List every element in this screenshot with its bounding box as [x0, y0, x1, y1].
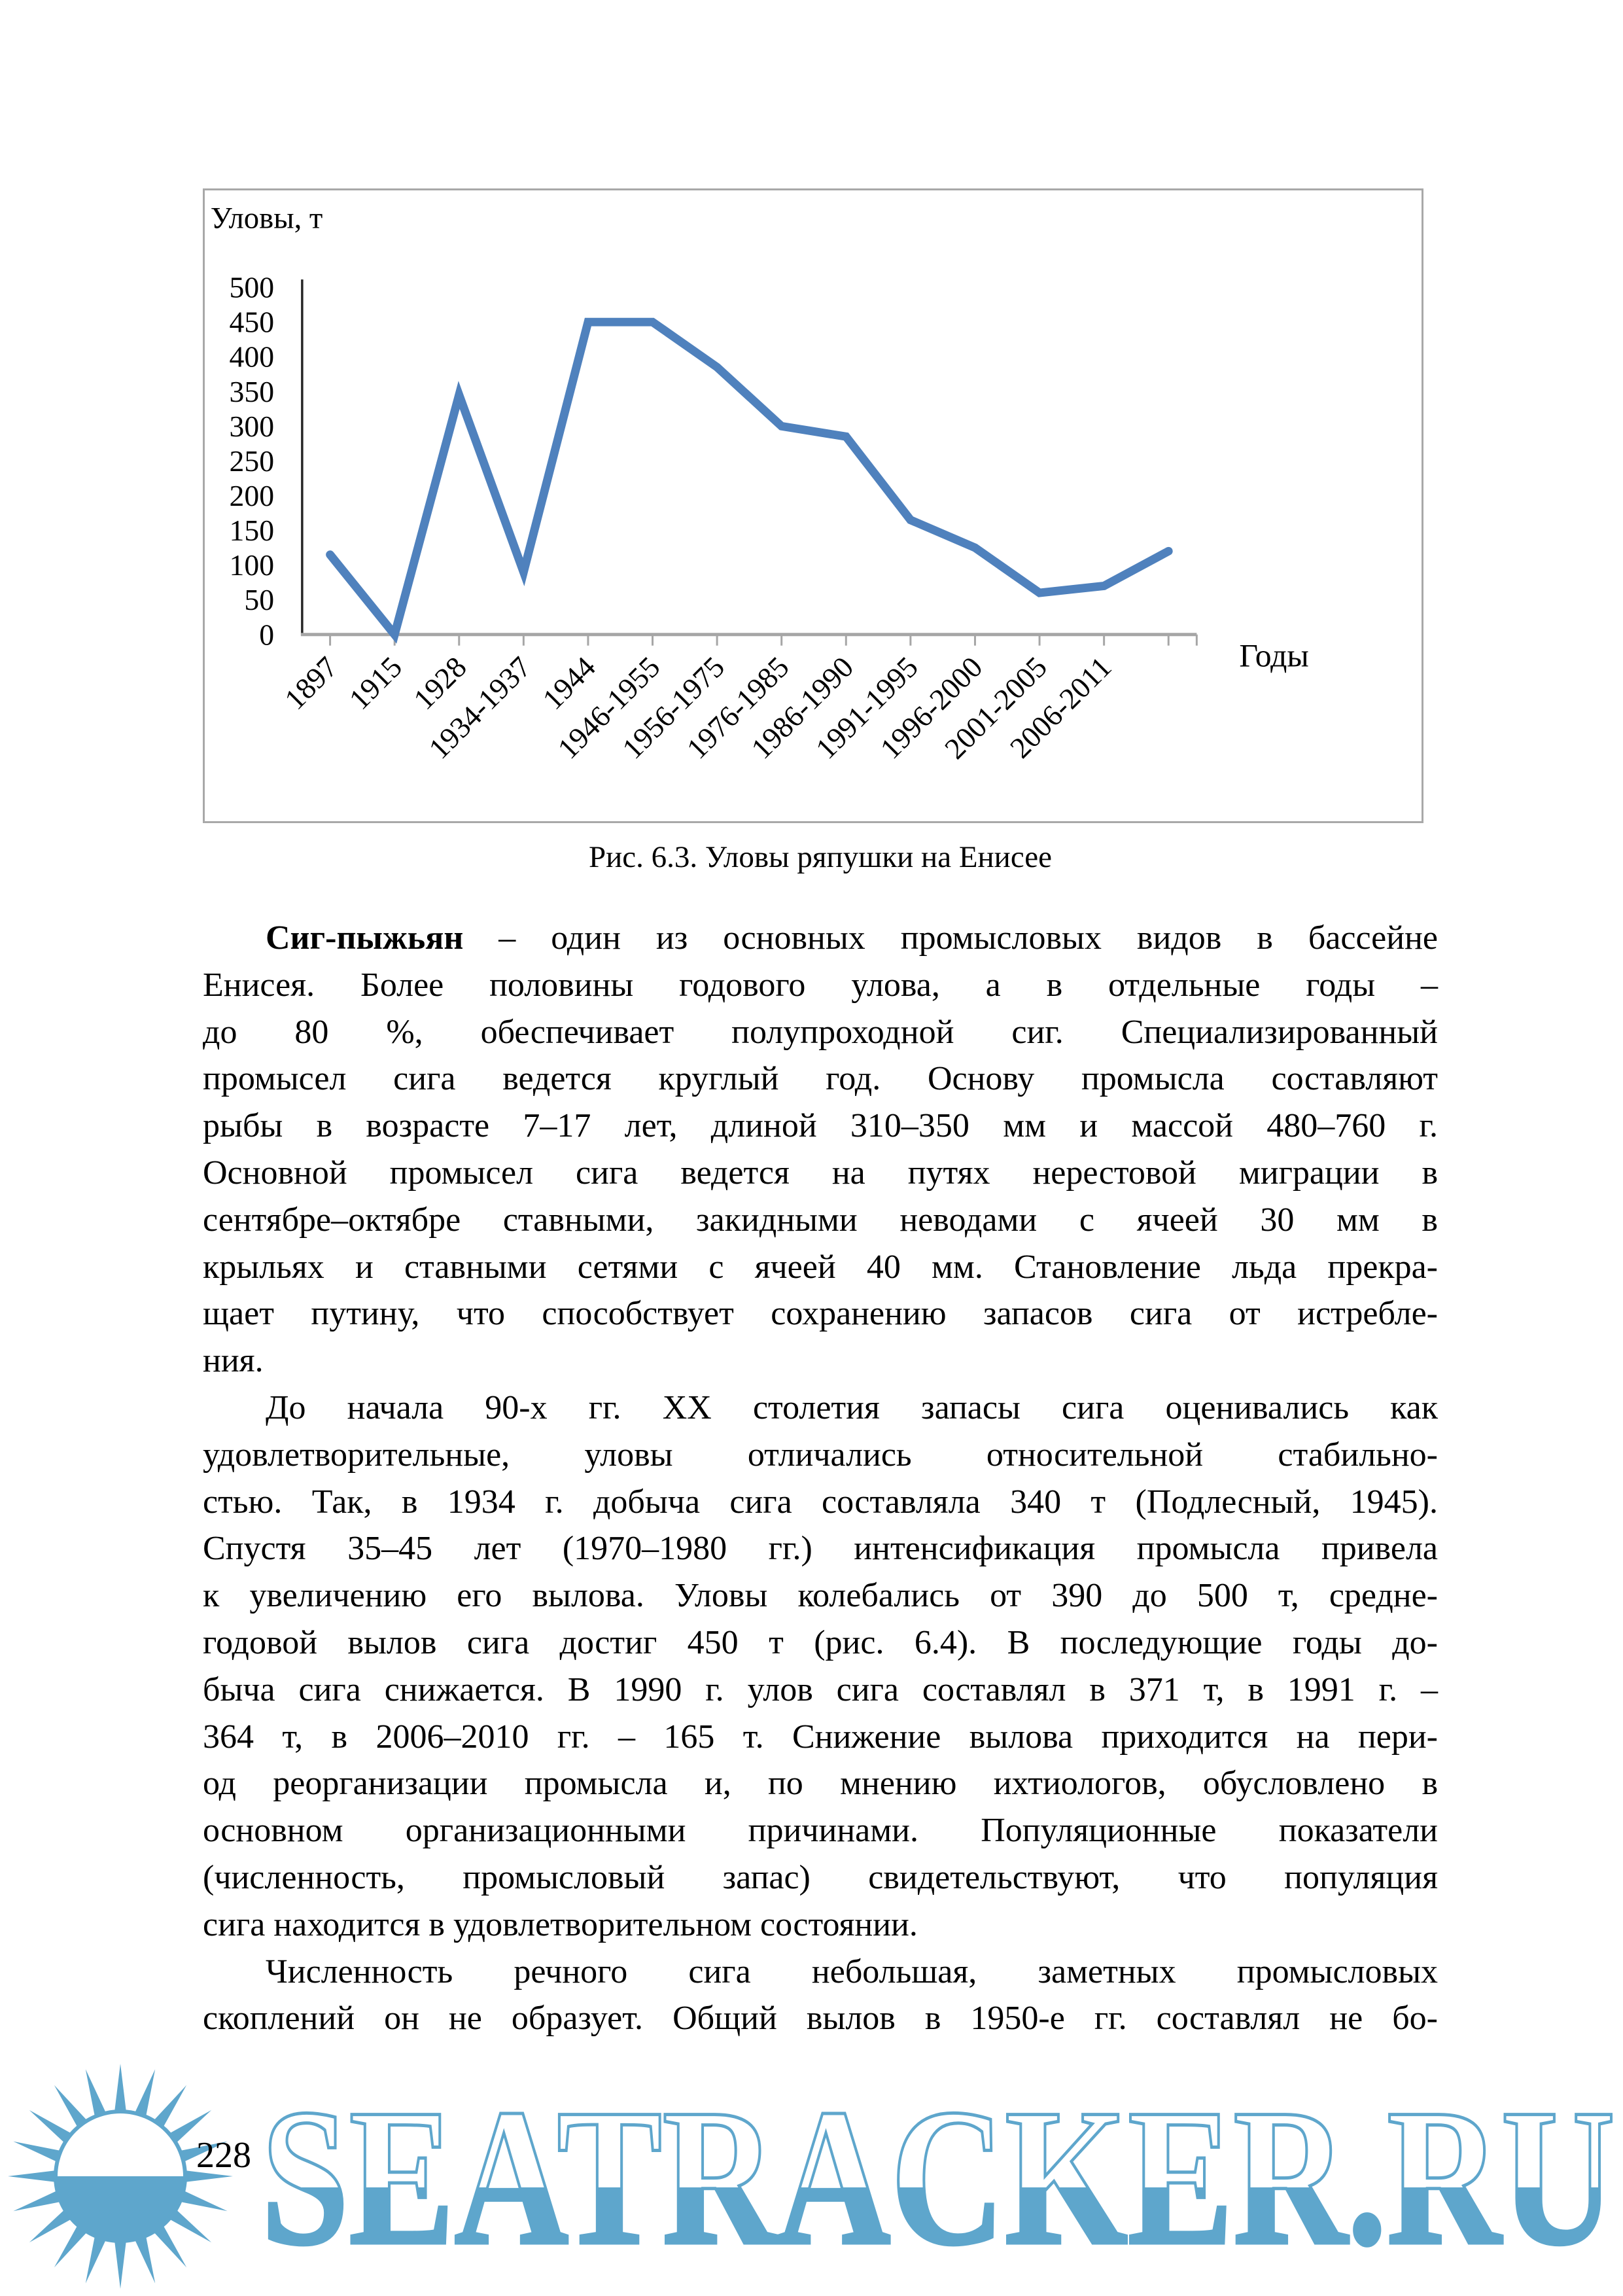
- figure-6-3: Уловы, т 0 50 100 150 200 250 300 350 400 450 500 18…: [203, 188, 1423, 823]
- x-tick-label: 1915: [342, 650, 408, 716]
- text-line: Численность речного сига небольшая, заме…: [266, 1952, 1438, 1990]
- text-line: промысел сига ведется круглый год. Основ…: [203, 1060, 1438, 1098]
- text-line: к увеличению его вылова. Уловы колебалис…: [203, 1577, 1438, 1615]
- text-line: крыльях и ставными сетями с ячеей 40 мм.…: [203, 1248, 1438, 1286]
- y-tick-label: 0: [259, 618, 274, 651]
- text-line: ния.: [203, 1342, 264, 1380]
- sun-dome: [58, 2113, 183, 2176]
- y-tick-label: 150: [230, 514, 275, 547]
- text-line: основном организационными причинами. Поп…: [203, 1812, 1438, 1850]
- y-axis-title: Уловы, т: [211, 202, 323, 236]
- text-line: Сиг-пыжьян – один из основных промысловы…: [266, 919, 1438, 957]
- y-tick-label: 100: [230, 548, 275, 582]
- x-axis-title: Годы: [1239, 637, 1308, 673]
- text-line: Енисея. Более половины годового улова, а…: [203, 966, 1438, 1004]
- sun-logo-icon: [8, 2064, 233, 2289]
- y-tick-label: 250: [230, 444, 275, 478]
- text-line: удовлетворительные, уловы отличались отн…: [203, 1436, 1438, 1474]
- text-line: щает путину, что способствует сохранению…: [203, 1295, 1438, 1333]
- sun-rays: [8, 2064, 233, 2289]
- body-text: Сиг-пыжьян – один из основных промысловы…: [203, 915, 1438, 2042]
- text-line: До начала 90-х гг. XX столетия запасы си…: [266, 1388, 1438, 1426]
- text-line: сига находится в удовлетворительном сост…: [203, 1905, 918, 1943]
- text-line: од реорганизации промысла и, по мнению и…: [203, 1765, 1438, 1803]
- text-line: быча сига снижается. В 1990 г. улов сига…: [203, 1670, 1438, 1708]
- text-line: Спустя 35–45 лет (1970–1980 гг.) интенси…: [203, 1530, 1438, 1568]
- y-tick-label: 200: [230, 479, 275, 512]
- text-line: Основной промысел сига ведется на путях …: [203, 1154, 1438, 1192]
- text-line: (численность, промысловый запас) свидете…: [203, 1858, 1438, 1896]
- text-line: годовой вылов сига достиг 450 т (рис. 6.…: [203, 1623, 1438, 1661]
- text-line: рыбы в возрасте 7–17 лет, длиной 310–350…: [203, 1107, 1438, 1145]
- y-tick-label: 500: [230, 271, 275, 304]
- page-number: 228: [196, 2135, 251, 2176]
- y-tick-label: 300: [230, 410, 275, 443]
- seatracker-watermark: SEATRACKER.RU: [260, 2110, 1617, 2265]
- y-tick-label: 50: [244, 583, 274, 616]
- text-line: стью. Так, в 1934 г. добыча сига составл…: [203, 1483, 1438, 1521]
- text-line: скоплений он не образует. Общий вылов в …: [203, 2000, 1438, 2038]
- data-series-line: [326, 317, 1173, 644]
- y-tick-label: 350: [230, 375, 275, 408]
- figure-caption: Рис. 6.3. Уловы ряпушки на Енисее: [589, 840, 1052, 874]
- watermark-text: SEATRACKER.RU: [261, 2110, 1615, 2265]
- text-line: до 80 %, обеспечивает полупроходной сиг.…: [203, 1013, 1438, 1051]
- y-tick-label: 450: [230, 306, 275, 339]
- x-tick-label: 1897: [278, 650, 344, 716]
- text-line: сентябре–октябре ставными, закидными нев…: [203, 1201, 1438, 1239]
- y-tick-label: 400: [230, 340, 275, 374]
- text-line: 364 т, в 2006–2010 гг. – 165 т. Снижение…: [203, 1718, 1438, 1756]
